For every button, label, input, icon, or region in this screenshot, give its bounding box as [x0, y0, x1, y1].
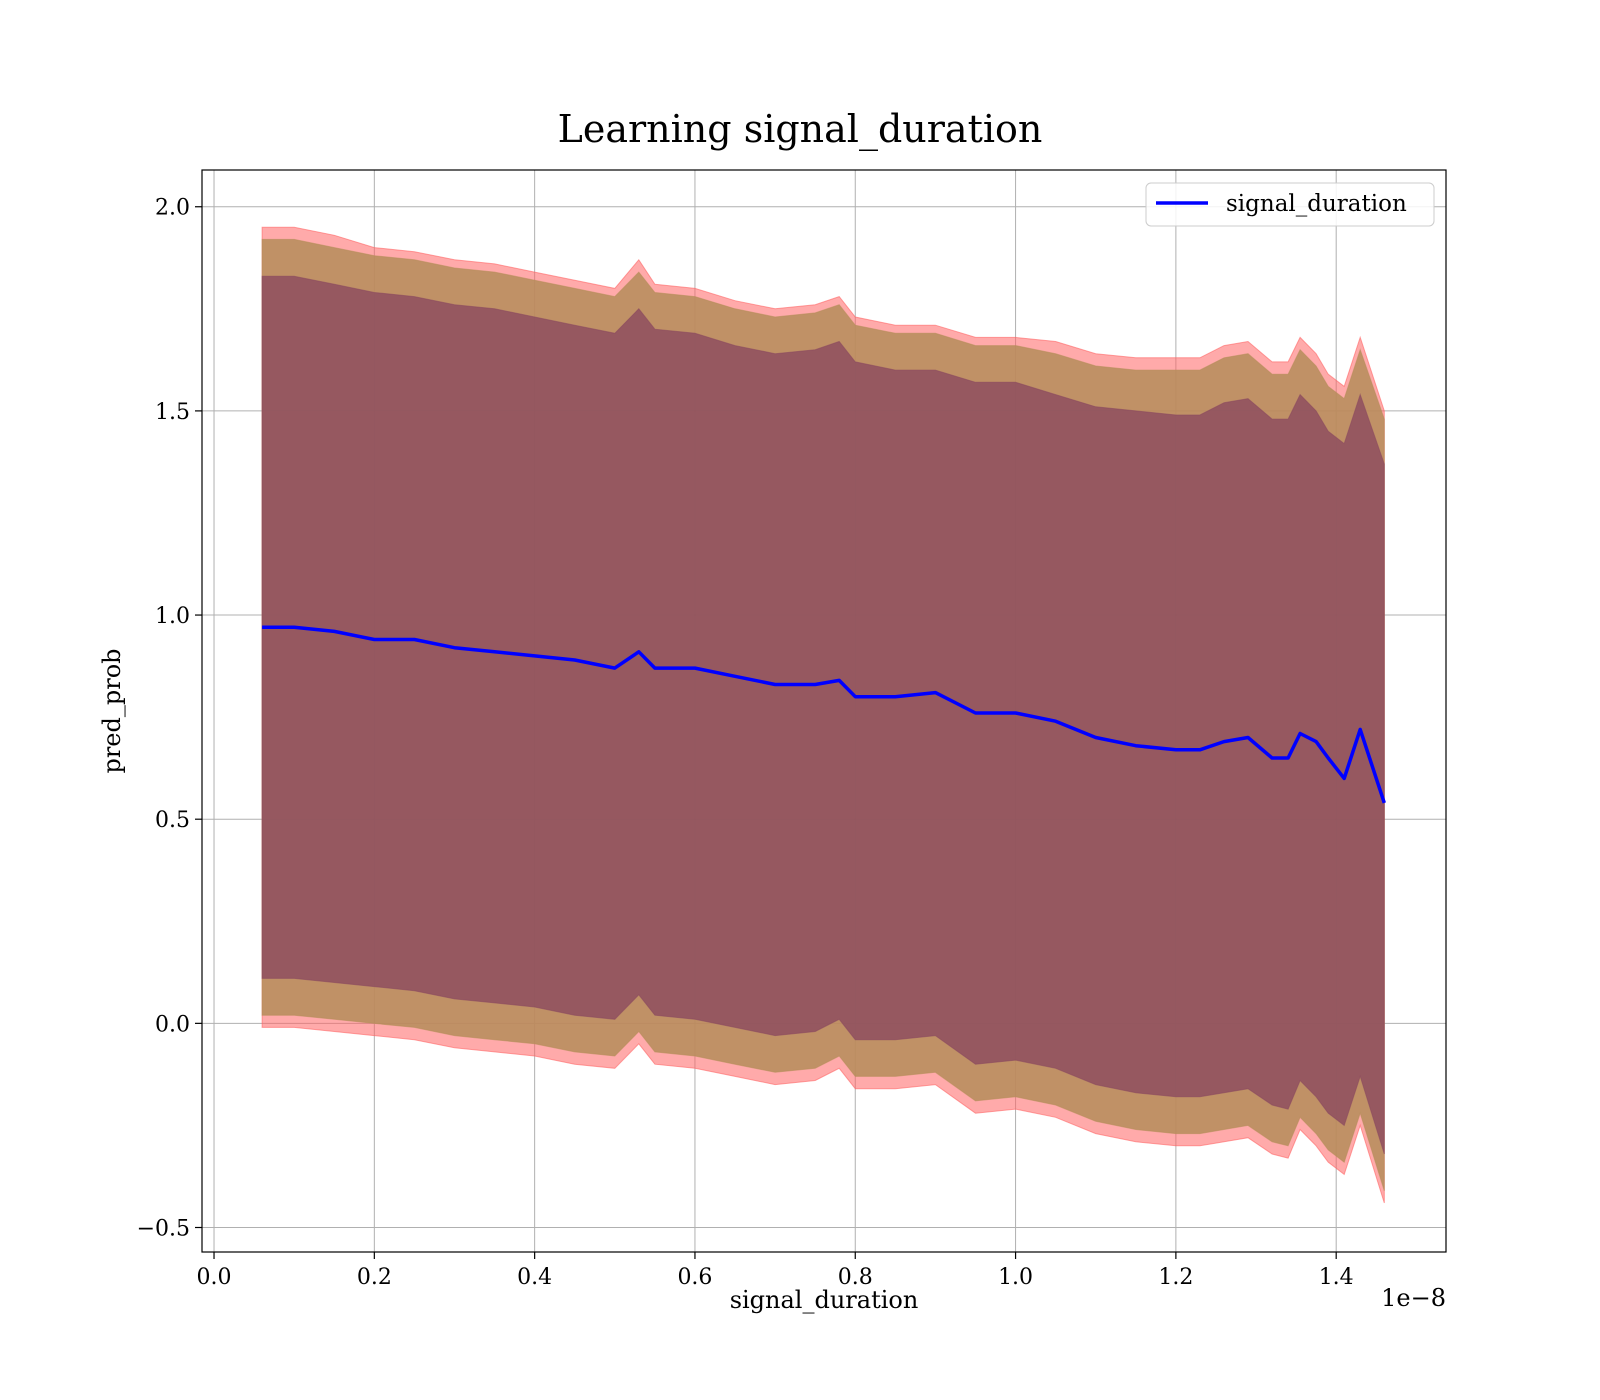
series-line-signal-duration	[262, 625, 1386, 804]
legend-box	[1145, 182, 1435, 227]
y-tick-label: 1.0	[155, 604, 190, 629]
x-tick-label: 0.2	[357, 1265, 392, 1290]
x-axis-ticks: 0.0 0.2 0.4 0.6 0.8 1.0 1.2 1.4	[197, 1252, 1354, 1290]
legend: signal_duration	[1145, 182, 1435, 227]
series-lines	[262, 625, 1386, 804]
x-tick-label: 0.4	[517, 1265, 552, 1290]
x-tick-label: 0.0	[197, 1265, 232, 1290]
y-axis-ticks: −0.5 0.0 0.5 1.0 1.5 2.0	[137, 196, 202, 1242]
y-tick-label: 0.0	[155, 1012, 190, 1037]
x-axis-offset-label: 1e−8	[1381, 1284, 1446, 1312]
y-tick-label: 1.5	[155, 400, 190, 425]
y-axis-label: pred_prob	[98, 648, 126, 773]
x-tick-label: 0.6	[677, 1265, 712, 1290]
x-axis-label: signal_duration	[730, 1286, 919, 1314]
confidence-bands	[261, 226, 1385, 1204]
band-inner	[261, 275, 1385, 1155]
x-tick-label: 0.8	[838, 1265, 873, 1290]
x-tick-label: 1.4	[1319, 1265, 1354, 1290]
x-tick-label: 1.0	[998, 1265, 1033, 1290]
y-tick-label: 0.5	[155, 808, 190, 833]
x-tick-label: 1.2	[1158, 1265, 1193, 1290]
y-tick-label: −0.5	[137, 1217, 190, 1242]
plot-frame	[201, 169, 1447, 1253]
legend-label: signal_duration	[1226, 191, 1407, 217]
y-tick-label: 2.0	[155, 196, 190, 221]
chart-title: Learning signal_duration	[558, 107, 1043, 152]
